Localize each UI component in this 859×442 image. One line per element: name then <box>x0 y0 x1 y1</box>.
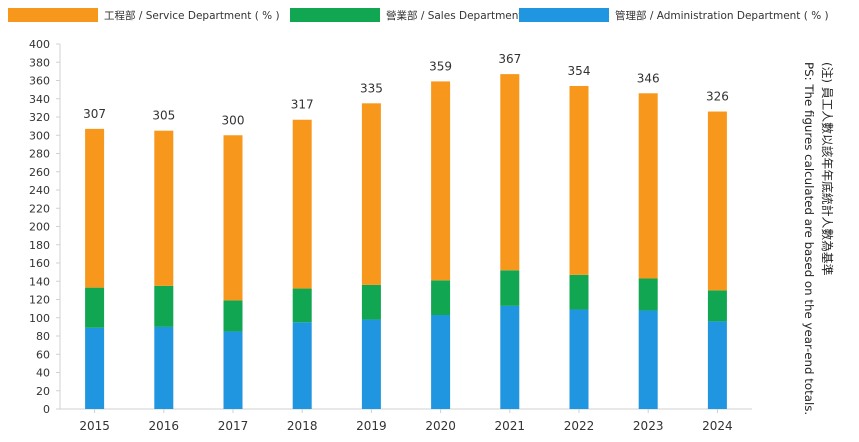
x-tick-label: 2024 <box>702 419 733 433</box>
x-tick-label: 2017 <box>218 419 249 433</box>
y-tick-label: 20 <box>36 385 50 398</box>
legend-item-administration: 管理部 / Administration Department ( % ) <box>519 7 829 23</box>
x-tick-label: 2023 <box>633 419 664 433</box>
footnote-chinese: (注) 員工人數以該年年底統計人數為基準 <box>820 62 834 276</box>
x-tick-label: 2019 <box>356 419 387 433</box>
bar-total-label: 346 <box>637 71 660 85</box>
bar-segment-administration <box>361 319 381 409</box>
y-tick-label: 320 <box>29 111 50 124</box>
y-tick-label: 240 <box>29 184 50 197</box>
bar-segment-sales <box>569 274 589 310</box>
bar-segment-service <box>500 74 520 271</box>
bar-segment-sales <box>638 278 658 311</box>
bar-segment-service <box>569 85 589 275</box>
x-tick-label: 2021 <box>495 419 526 433</box>
chart-legend: 工程部 / Service Department ( % ) 營業部 / Sal… <box>0 4 859 26</box>
y-tick-label: 260 <box>29 166 50 179</box>
legend-swatch-administration <box>519 8 609 22</box>
y-tick-label: 200 <box>29 221 50 234</box>
bar-segment-service <box>431 81 451 281</box>
y-tick-label: 40 <box>36 367 50 380</box>
bar-total-label: 305 <box>152 109 175 123</box>
y-tick-label: 360 <box>29 75 50 88</box>
y-tick-label: 220 <box>29 202 50 215</box>
bar-segment-administration <box>638 310 658 409</box>
bar-segment-sales <box>500 270 520 306</box>
y-tick-label: 280 <box>29 148 50 161</box>
bar-segment-sales <box>154 285 174 327</box>
bar-segment-sales <box>707 290 727 322</box>
legend-item-sales: 營業部 / Sales Department ( % ) <box>290 7 551 23</box>
x-tick-label: 2020 <box>425 419 456 433</box>
bar-total-label: 354 <box>568 64 591 78</box>
bar-segment-service <box>292 119 312 289</box>
y-tick-label: 160 <box>29 257 50 270</box>
y-tick-label: 80 <box>36 330 50 343</box>
y-tick-label: 100 <box>29 312 50 325</box>
legend-label-administration: 管理部 / Administration Department ( % ) <box>615 9 829 22</box>
bar-segment-service <box>85 128 105 288</box>
y-tick-label: 180 <box>29 239 50 252</box>
bar-segment-administration <box>85 327 105 409</box>
y-tick-label: 340 <box>29 93 50 106</box>
bar-segment-service <box>223 135 243 301</box>
bar-segment-sales <box>361 284 381 320</box>
bar-total-label: 307 <box>83 107 106 121</box>
footnote-english: PS: The figures calculated are based on … <box>802 62 816 416</box>
bar-segment-administration <box>500 305 520 409</box>
x-tick-label: 2016 <box>149 419 180 433</box>
legend-label-sales: 營業部 / Sales Department ( % ) <box>386 9 551 22</box>
legend-item-service: 工程部 / Service Department ( % ) <box>8 7 280 23</box>
bar-total-label: 300 <box>222 113 245 127</box>
y-tick-label: 300 <box>29 129 50 142</box>
bar-total-label: 317 <box>291 98 314 112</box>
bar-total-label: 335 <box>360 81 383 95</box>
legend-swatch-service <box>8 8 98 22</box>
bar-segment-service <box>638 93 658 279</box>
x-tick-label: 2015 <box>79 419 110 433</box>
y-tick-label: 380 <box>29 56 50 69</box>
y-tick-label: 120 <box>29 294 50 307</box>
bar-total-label: 326 <box>706 90 729 104</box>
footnote: (注) 員工人數以該年年底統計人數為基準 PS: The figures cal… <box>790 62 836 416</box>
bar-segment-administration <box>223 331 243 409</box>
bar-segment-sales <box>85 287 105 328</box>
bar-segment-service <box>154 130 174 286</box>
bar-total-label: 367 <box>498 52 521 66</box>
bar-segment-administration <box>154 326 174 409</box>
bar-segment-sales <box>292 288 312 323</box>
bar-segment-service <box>707 111 727 291</box>
y-tick-label: 140 <box>29 275 50 288</box>
y-tick-label: 0 <box>43 403 50 416</box>
bar-segment-sales <box>431 280 451 316</box>
x-tick-label: 2022 <box>564 419 595 433</box>
bar-segment-administration <box>569 309 589 409</box>
legend-label-service: 工程部 / Service Department ( % ) <box>104 9 280 22</box>
y-tick-label: 60 <box>36 348 50 361</box>
bar-segment-service <box>361 103 381 285</box>
bar-segment-administration <box>292 322 312 409</box>
bar-segment-sales <box>223 300 243 332</box>
legend-swatch-sales <box>290 8 380 22</box>
y-tick-label: 400 <box>29 38 50 51</box>
bar-segment-administration <box>707 321 727 409</box>
bar-segment-administration <box>431 315 451 409</box>
x-tick-label: 2018 <box>287 419 318 433</box>
bar-total-label: 359 <box>429 59 452 73</box>
